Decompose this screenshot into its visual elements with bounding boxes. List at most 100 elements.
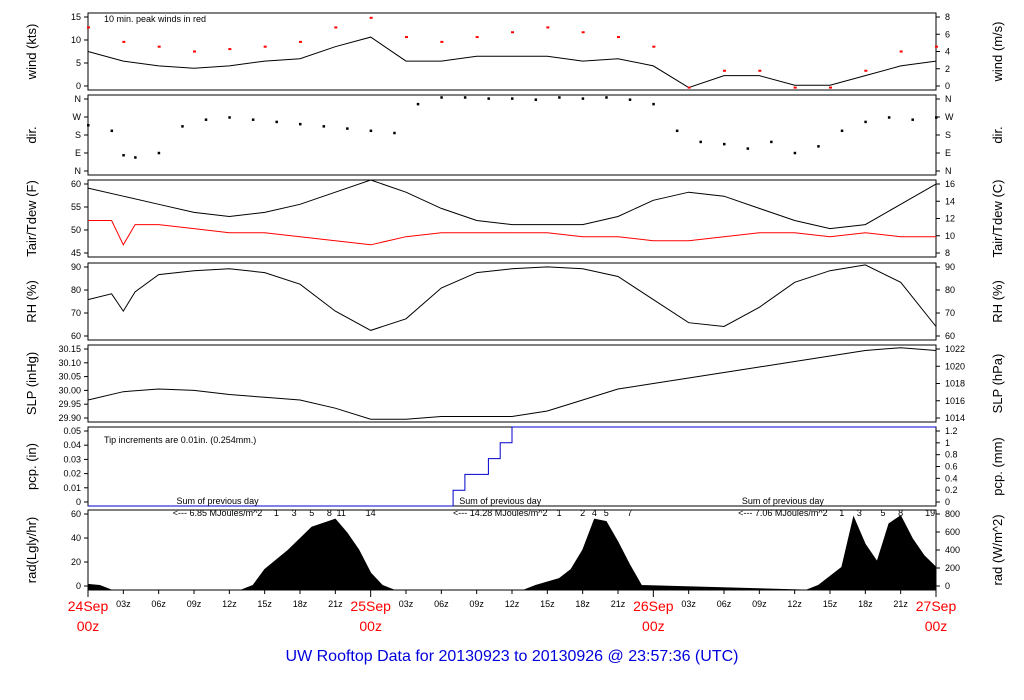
- dir-point: [864, 120, 867, 124]
- wind-peak-point: [864, 69, 868, 72]
- rh-left-tick-label: 70: [71, 308, 81, 318]
- x-tick-label: 15z: [823, 599, 838, 609]
- rh-right-tick-label: 70: [945, 308, 955, 318]
- pcp-left-tick-label: 0: [76, 497, 81, 507]
- rh-right-tick-label: 60: [945, 331, 955, 341]
- x-tick-label: 09z: [187, 599, 202, 609]
- temp-left-tick-label: 60: [71, 179, 81, 189]
- wind-peak-point: [157, 45, 161, 48]
- dir-point: [511, 97, 514, 100]
- footer-title: UW Rooftop Data for 20130923 to 20130926…: [285, 648, 739, 665]
- wind-right-tick-label: 4: [945, 47, 950, 57]
- x-tick-label: 12z: [787, 599, 802, 609]
- rad-sum-label: Sum of previous day: [742, 496, 825, 506]
- dir-point: [652, 102, 655, 106]
- rh-panel: RH (%) RH (%): [24, 262, 1005, 341]
- wind-peak-point: [511, 31, 514, 34]
- temp-line-1: [87, 179, 937, 230]
- dir-point: [487, 97, 490, 100]
- wind-peak-point: [581, 31, 585, 34]
- dir-point: [440, 96, 443, 99]
- rh-right-tick-label: 90: [945, 262, 955, 272]
- day-time-label: 00z: [359, 618, 382, 634]
- x-tick-label: 03z: [681, 599, 696, 609]
- rad-left-tick-label: 0: [76, 581, 81, 591]
- rad-hour-marker: 7: [627, 508, 632, 518]
- pcp-right-tick-label: 0: [945, 497, 950, 507]
- pcp-left-tick-label: 0.03: [63, 454, 81, 464]
- slp-left-label: SLP (inHg): [24, 352, 39, 415]
- rad-hour-marker: 5: [309, 508, 314, 518]
- dir-left-label: dir.: [24, 126, 39, 143]
- dir-point: [935, 116, 938, 119]
- rh-frame: [87, 262, 937, 341]
- wind-peak-point: [263, 45, 267, 48]
- wind-peak-point: [87, 26, 90, 29]
- rad-left-tick-label: 20: [71, 557, 81, 567]
- dir-frame: [87, 94, 937, 176]
- dir-point: [110, 129, 114, 133]
- dir-point: [122, 154, 125, 157]
- pcp-line-1: [88, 426, 936, 507]
- wind-peak-point: [652, 45, 656, 48]
- pcp-left-tick-label: 0.01: [63, 483, 81, 493]
- rad-sum-value: <--- 6.85 MJoules/m^2: [173, 508, 263, 518]
- dir-left-tick-label: N: [75, 94, 82, 104]
- rad-area: [87, 515, 937, 591]
- x-tick-label: 06z: [717, 599, 732, 609]
- dir-right-label: dir.: [990, 126, 1005, 143]
- wind-peak-point: [440, 40, 444, 43]
- dir-point: [134, 156, 137, 159]
- x-tick-label: 18z: [293, 599, 308, 609]
- dir-point: [840, 129, 844, 133]
- rad-sum-label: Sum of previous day: [459, 496, 542, 506]
- wind-peak-point: [793, 86, 797, 89]
- dir-point: [346, 127, 349, 130]
- pcp-annotation: Tip increments are 0.01in. (0.254mm.): [104, 435, 256, 445]
- rh-left-tick-label: 80: [71, 285, 81, 295]
- wind-peak-point: [405, 36, 408, 39]
- dir-point: [322, 125, 326, 128]
- x-tick-label: 21z: [893, 599, 908, 609]
- temp-right-tick-label: 14: [945, 196, 955, 206]
- pcp-left-tick-label: 0.05: [63, 426, 81, 436]
- slp-left-tick-label: 30.15: [58, 344, 81, 354]
- wind-right-tick-label: 0: [945, 81, 950, 91]
- pcp-left-tick-label: 0.04: [63, 440, 81, 450]
- dir-point: [393, 131, 396, 135]
- dir-point: [157, 151, 161, 155]
- pcp-left-label: pcp. (in): [24, 443, 39, 490]
- rad-hour-marker: 3: [857, 508, 862, 518]
- wind-right-label: wind (m/s): [990, 22, 1005, 83]
- rad-right-tick-label: 600: [945, 527, 960, 537]
- temp-left-tick-label: 45: [71, 248, 81, 258]
- pcp-right-tick-label: 0.2: [945, 485, 958, 495]
- wind-peak-point: [122, 40, 126, 43]
- x-tick-label: 09z: [469, 599, 484, 609]
- day-date-label: 26Sep: [633, 598, 674, 614]
- dir-point: [228, 116, 231, 119]
- day-date-label: 27Sep: [916, 598, 957, 614]
- wind-peak-point: [935, 45, 938, 48]
- rad-right-tick-label: 400: [945, 545, 960, 555]
- wind-left-tick-label: 5: [76, 58, 81, 68]
- wind-peak-point: [546, 26, 550, 29]
- wind-peak-point: [758, 69, 762, 72]
- rad-right-tick-label: 0: [945, 581, 950, 591]
- wind-right-tick-label: 8: [945, 12, 950, 22]
- day-time-label: 00z: [925, 618, 948, 634]
- rad-right-tick-label: 800: [945, 509, 960, 519]
- rh-line-1: [87, 264, 937, 331]
- x-tick-label: 15z: [257, 599, 272, 609]
- temp-right-tick-label: 12: [945, 214, 955, 224]
- rad-hour-marker: 5: [604, 508, 609, 518]
- dir-point: [817, 145, 820, 148]
- rad-sum-value: <--- 14.28 MJoules/m^2: [453, 508, 548, 518]
- dir-point: [628, 98, 632, 101]
- wind-right-tick-label: 2: [945, 64, 950, 74]
- slp-left-tick-label: 30.10: [58, 358, 81, 368]
- rad-hour-marker: 11: [337, 508, 346, 518]
- rad-hour-marker: 8: [898, 508, 903, 518]
- temp-left-tick-label: 55: [71, 202, 81, 212]
